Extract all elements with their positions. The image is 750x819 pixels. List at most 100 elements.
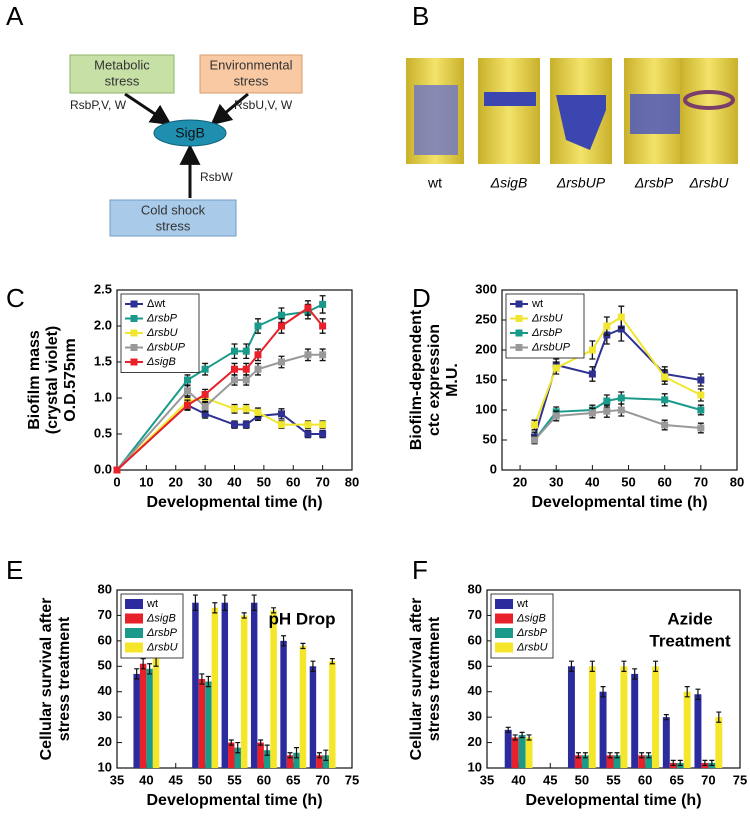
error-bar [293,747,299,759]
x-tick-label: 30 [198,474,212,489]
error-bar [663,714,669,721]
marker [319,322,327,330]
bar [620,666,628,768]
chart: 35 40 45 50 55 60 65 70 75 10 20 30 40 50 60 70 80 Develo… [408,581,747,809]
y-tick-label: 60 [468,632,482,647]
marker [319,430,327,438]
photo-label: wt [427,175,442,191]
y-axis-label: Cellular survival after [38,598,55,761]
error-bar [600,686,606,698]
marker [319,300,327,308]
bar [198,679,206,768]
x-tick-label: 45 [543,772,557,787]
marker [552,412,560,420]
bar [504,729,512,768]
edge-label: RsbW [200,170,233,184]
panel-letter: A [6,1,24,31]
photos: wt ΔsigB ΔrsbUP ΔrsbP ΔrsbU [406,58,738,191]
error-bar [632,668,638,680]
marker [231,347,238,355]
legend-marker [130,344,138,351]
marker [304,304,312,312]
x-tick-label: 40 [139,772,153,787]
error-bar [621,660,627,672]
bar [567,666,575,768]
panel-letter: C [6,283,25,313]
marker [113,466,121,474]
bar [322,755,330,768]
annotation: pH Drop [268,609,335,628]
node-ellipse [153,119,227,147]
legend-swatch [495,642,513,653]
error-bar [716,711,722,723]
error-bar [519,731,525,739]
diagram: Metabolic stress Environmental stress Si… [69,54,303,237]
marker [242,347,250,355]
photo-detail [414,85,458,155]
marker [242,405,250,413]
bar [588,666,596,768]
legend-marker [515,344,523,351]
bar [683,691,691,768]
marker [588,409,596,417]
marker [184,401,191,409]
marker [603,397,611,405]
marker [254,408,262,416]
marker [242,421,250,429]
photo-detail [683,90,735,110]
node-box [109,199,237,237]
arrow [210,92,249,126]
error-bar [271,607,277,614]
y-tick-label: 150 [475,371,497,386]
y-tick-label: 1.5 [94,353,112,368]
y-tick-label: 0.0 [94,461,112,476]
x-tick-label: 80 [345,474,359,489]
bar [286,755,294,768]
error-bar [192,594,198,611]
error-bar [526,734,532,741]
y-tick-label: 50 [483,431,497,446]
y-axis-label: Biofilm-dependent [408,309,425,450]
marker [231,421,238,429]
series-line [116,404,323,471]
error-bar [582,752,588,759]
error-bar [639,752,645,759]
x-tick-label: 75 [733,772,747,787]
error-bar [589,660,595,672]
legend-swatch [125,628,143,638]
x-tick-label: 70 [315,772,329,787]
bar [631,673,639,768]
marker [617,325,625,333]
bar [221,602,229,768]
bar [257,742,264,768]
legend-marker [515,315,523,322]
edge-label: RsbP,V, W [70,98,127,112]
error-bar [316,752,322,759]
marker [278,322,285,330]
photo-label: ΔrsbU [689,175,730,191]
marker [242,376,250,384]
marker [304,351,312,359]
marker [603,322,611,330]
bar [293,752,300,768]
bar [146,668,153,768]
marker [661,396,669,404]
marker [697,391,705,399]
marker [242,365,250,373]
x-tick-label: 50 [198,772,212,787]
y-tick-label: 250 [475,311,497,326]
arrow [124,92,172,126]
x-tick-label: 40 [585,474,599,489]
error-bar [670,759,676,767]
node-box [69,54,175,94]
error-bar [512,734,518,741]
legend-swatch [125,599,143,609]
legend-marker [130,358,138,366]
marker [588,370,596,378]
error-bar [310,660,316,672]
marker [552,364,560,372]
x-tick-label: 60 [638,772,652,787]
node-label: stress [105,73,140,88]
bar [263,750,271,768]
marker [531,421,539,429]
